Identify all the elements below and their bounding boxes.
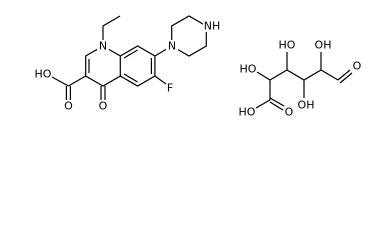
atom-label: OH xyxy=(298,99,315,112)
atom-label: O xyxy=(353,60,362,73)
atom-label: HO xyxy=(239,106,256,119)
atom-label: HO xyxy=(240,63,257,76)
chain xyxy=(269,69,339,81)
atom-label: O xyxy=(64,100,73,113)
atom-label: HO xyxy=(279,39,296,52)
atom-label: N xyxy=(168,40,176,53)
bond xyxy=(256,71,271,81)
bond xyxy=(255,99,271,109)
right-molecule-labels: HO O HO HO OH OH O xyxy=(239,39,362,119)
left-molecule-labels: N N NH HO O O F xyxy=(35,20,221,113)
double-bond xyxy=(337,69,351,81)
ring xyxy=(119,45,156,87)
double-bond xyxy=(339,72,353,84)
atom-label: O xyxy=(99,100,108,113)
double-bond xyxy=(123,73,138,83)
bond xyxy=(154,75,167,85)
atom-label: N xyxy=(99,40,107,53)
double-bond xyxy=(123,49,138,59)
double-bond xyxy=(269,97,285,107)
left-molecule-bonds xyxy=(51,15,207,100)
double-bond xyxy=(269,101,284,111)
atom-label: O xyxy=(285,106,294,119)
atom-label: OH xyxy=(315,39,332,52)
bond xyxy=(51,76,69,87)
atom-label: NH xyxy=(204,20,221,33)
structure-diagram: N N NH HO O O F HO O HO HO OH OH O xyxy=(35,15,362,119)
right-molecule-bonds xyxy=(255,52,353,111)
bond xyxy=(68,75,87,87)
ethyl xyxy=(102,15,121,46)
atom-label: HO xyxy=(35,68,52,81)
atom-label: F xyxy=(167,82,173,95)
